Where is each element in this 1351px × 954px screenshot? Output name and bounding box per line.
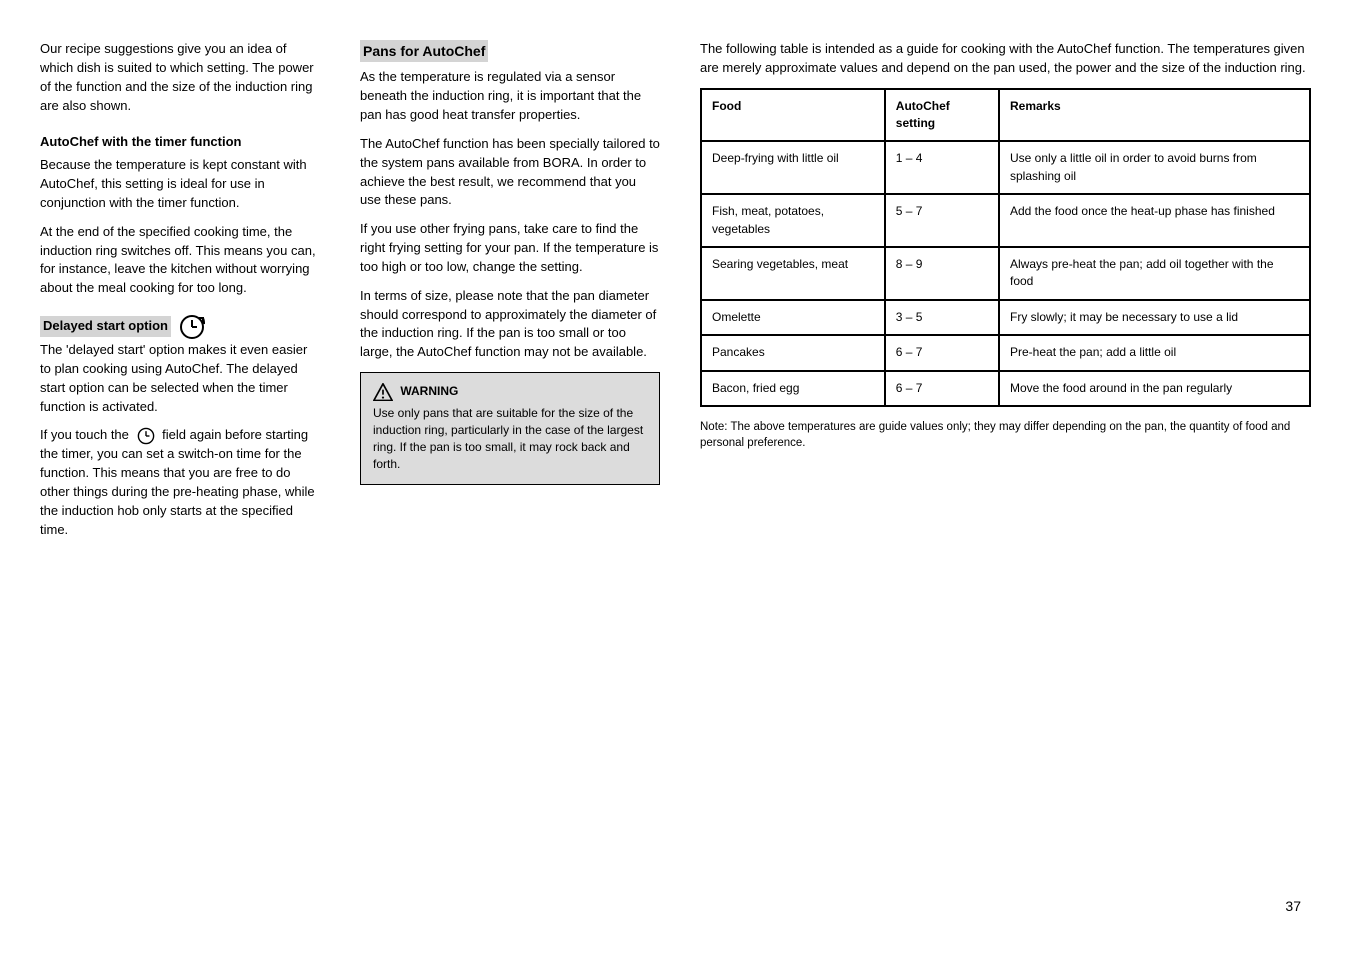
table-cell: Pancakes — [701, 335, 885, 370]
table-cell: 1 – 4 — [885, 141, 999, 194]
warning-box: WARNING Use only pans that are suitable … — [360, 372, 660, 485]
col-remarks: Remarks — [999, 89, 1310, 142]
clock-icon-inline — [137, 427, 155, 445]
table-row: Bacon, fried egg6 – 7Move the food aroun… — [701, 371, 1310, 406]
column-right: The following table is intended as a gui… — [700, 40, 1311, 549]
table-cell: 6 – 7 — [885, 335, 999, 370]
table-cell: Fry slowly; it may be necessary to use a… — [999, 300, 1310, 335]
table-note: Note: The above temperatures are guide v… — [700, 419, 1311, 451]
table-row: Pancakes6 – 7Pre-heat the pan; add a lit… — [701, 335, 1310, 370]
table-row: Omelette3 – 5Fry slowly; it may be neces… — [701, 300, 1310, 335]
column-middle: Pans for AutoChef As the temperature is … — [360, 40, 660, 549]
table-cell: Add the food once the heat-up phase has … — [999, 194, 1310, 247]
table-cell: Always pre-heat the pan; add oil togethe… — [999, 247, 1310, 300]
cooking-table: Food AutoChef setting Remarks Deep-fryin… — [700, 88, 1311, 407]
pans-p3: If you use other frying pans, take care … — [360, 220, 660, 277]
table-cell: Pre-heat the pan; add a little oil — [999, 335, 1310, 370]
table-cell: Searing vegetables, meat — [701, 247, 885, 300]
warning-head: WARNING — [373, 383, 647, 401]
table-cell: Deep-frying with little oil — [701, 141, 885, 194]
table-row: Searing vegetables, meat8 – 9Always pre-… — [701, 247, 1310, 300]
table-cell: Move the food around in the pan regularl… — [999, 371, 1310, 406]
pans-p1: As the temperature is regulated via a se… — [360, 68, 660, 125]
autochef-timer-head: AutoChef with the timer function — [40, 133, 241, 152]
page-number: 37 — [1285, 898, 1301, 914]
warning-icon — [373, 383, 393, 401]
autochef-timer-body: Because the temperature is kept constant… — [40, 156, 320, 213]
pans-p4: In terms of size, please note that the p… — [360, 287, 660, 362]
table-row: Deep-frying with little oil1 – 4Use only… — [701, 141, 1310, 194]
autochef-timer-body2: At the end of the specified cooking time… — [40, 223, 320, 298]
pans-head: Pans for AutoChef — [360, 40, 488, 62]
table-cell: 6 – 7 — [885, 371, 999, 406]
table-cell: 5 – 7 — [885, 194, 999, 247]
table-cell: Bacon, fried egg — [701, 371, 885, 406]
table-cell: Use only a little oil in order to avoid … — [999, 141, 1310, 194]
clock-icon — [179, 314, 205, 340]
delayed-start-body: The 'delayed start' option makes it even… — [40, 341, 320, 416]
intro-paragraph: Our recipe suggestions give you an idea … — [40, 40, 320, 115]
delayed-start-head: Delayed start option — [40, 308, 320, 341]
table-header-row: Food AutoChef setting Remarks — [701, 89, 1310, 142]
col-food: Food — [701, 89, 885, 142]
warning-body: Use only pans that are suitable for the … — [373, 405, 647, 472]
table-row: Fish, meat, potatoes, vegetables5 – 7Add… — [701, 194, 1310, 247]
table-cell: Fish, meat, potatoes, vegetables — [701, 194, 885, 247]
delayed-start-body2: If you touch the field again before star… — [40, 426, 320, 539]
column-left: Our recipe suggestions give you an idea … — [40, 40, 320, 549]
table-cell: 3 – 5 — [885, 300, 999, 335]
col-setting: AutoChef setting — [885, 89, 999, 142]
table-cell: 8 – 9 — [885, 247, 999, 300]
pans-p2: The AutoChef function has been specially… — [360, 135, 660, 210]
table-cell: Omelette — [701, 300, 885, 335]
table-intro: The following table is intended as a gui… — [700, 40, 1311, 78]
